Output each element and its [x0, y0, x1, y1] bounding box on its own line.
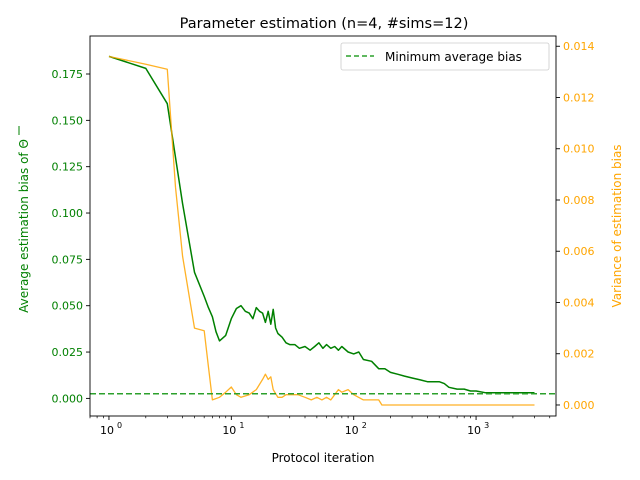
- y-right-tick-label: 0.002: [563, 348, 595, 361]
- y-left-tick-label: 0.050: [52, 300, 84, 313]
- y-left-tick-label: 0.025: [52, 346, 84, 359]
- y-right-tick-label: 0.014: [563, 40, 595, 53]
- y-right-tick-label: 0.006: [563, 245, 595, 258]
- y-right-tick-label: 0.012: [563, 91, 595, 104]
- y-left-tick-label: 0.175: [52, 68, 84, 81]
- x-tick-label: 10: [467, 424, 481, 437]
- y-left-tick-label: 0.000: [52, 392, 84, 405]
- y-left-tick-label: 0.125: [52, 161, 84, 174]
- y-axis-right: 0.000 0.002 0.004 0.006 0.008 0.010 0.012 0.014: [556, 40, 595, 412]
- y-right-tick-label: 0.004: [563, 296, 595, 309]
- legend-box: [340, 42, 550, 71]
- x-tick-exponent: 3: [484, 421, 489, 430]
- x-tick-label: 10: [345, 424, 359, 437]
- chart-title: Parameter estimation (n=4, #sims=12): [180, 16, 469, 32]
- y-axis-right-label: Variance of estimation bias: [610, 144, 624, 307]
- y-axis-left: 0.000 0.025 0.050 0.075 0.100 0.125 0.150 0.175: [52, 68, 90, 405]
- y-left-tick-label: 0.100: [52, 207, 84, 220]
- x-tick-exponent: 1: [239, 421, 244, 430]
- legend-entry-label: Minimum average bias: [385, 50, 522, 64]
- series-line-variance: [108, 55, 535, 406]
- x-tick-exponent: 2: [362, 421, 367, 430]
- x-axis-label: Protocol iteration: [272, 451, 375, 465]
- x-tick-exponent: 0: [117, 421, 122, 430]
- plot-lines: [90, 55, 556, 406]
- y-right-tick-label: 0.000: [563, 399, 595, 412]
- y-right-tick-label: 0.010: [563, 143, 595, 156]
- series-line-average-bias: [108, 55, 535, 394]
- y-left-tick-label: 0.150: [52, 114, 84, 127]
- y-right-tick-label: 0.008: [563, 194, 595, 207]
- legend: Minimum average bias: [340, 42, 550, 71]
- x-tick-label: 10: [100, 424, 114, 437]
- y-axis-left-label: Average estimation bias of Θ: [17, 139, 31, 313]
- plot-frame: [89, 35, 557, 417]
- y-left-tick-label: 0.075: [52, 253, 84, 266]
- x-tick-label: 10: [222, 424, 236, 437]
- x-axis: 10 0 10 1 10 2 10 3: [89, 416, 551, 437]
